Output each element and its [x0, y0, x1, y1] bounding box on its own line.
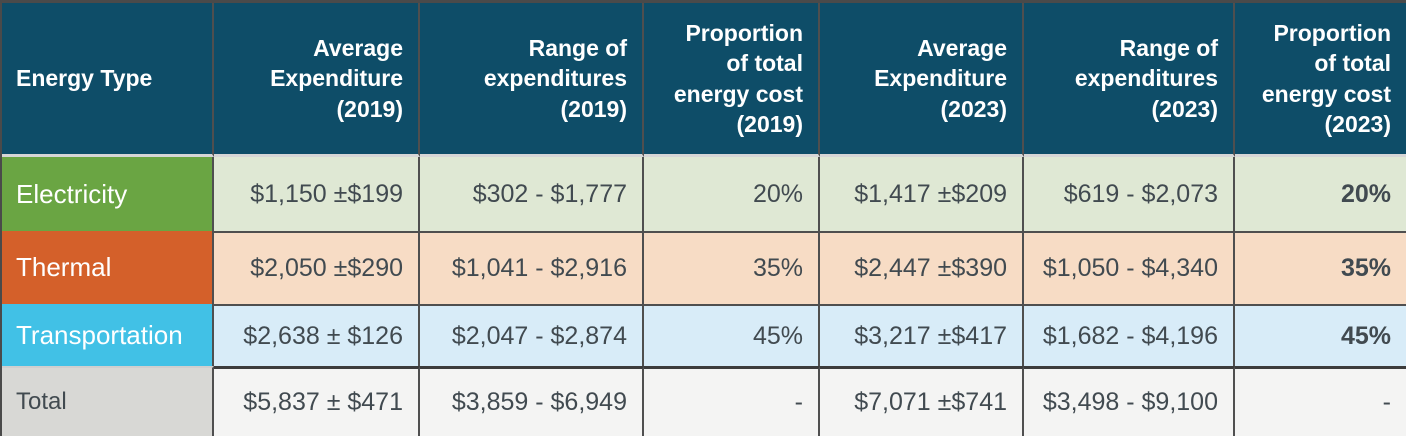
cell-transportation-range-2023: $1,682 - $4,196	[1024, 304, 1235, 366]
cell-transportation-avg-2019: $2,638 ± $126	[214, 304, 420, 366]
cell-electricity-range-2019: $302 - $1,777	[420, 157, 644, 231]
table-row-transportation: Transportation $2,638 ± $126 $2,047 - $2…	[2, 304, 1406, 366]
column-header-average-expenditure-2019: Average Expenditure (2019)	[214, 3, 420, 157]
cell-thermal-avg-2023: $2,447 ±$390	[820, 231, 1024, 304]
cell-thermal-proportion-2019: 35%	[644, 231, 820, 304]
cell-transportation-proportion-2019: 45%	[644, 304, 820, 366]
cell-total-range-2023: $3,498 - $9,100	[1024, 366, 1235, 436]
column-header-average-expenditure-2023: Average Expenditure (2023)	[820, 3, 1024, 157]
column-header-range-expenditures-2019: Range of expenditures (2019)	[420, 3, 644, 157]
cell-total-proportion-2023: -	[1235, 366, 1406, 436]
cell-total-avg-2019: $5,837 ± $471	[214, 366, 420, 436]
cell-total-avg-2023: $7,071 ±$741	[820, 366, 1024, 436]
row-label-total: Total	[2, 366, 214, 436]
cell-transportation-proportion-2023: 45%	[1235, 304, 1406, 366]
cell-electricity-range-2023: $619 - $2,073	[1024, 157, 1235, 231]
row-label-electricity: Electricity	[2, 157, 214, 231]
column-header-proportion-2019: Proportion of total energy cost (2019)	[644, 3, 820, 157]
row-label-thermal: Thermal	[2, 231, 214, 304]
column-header-proportion-2023: Proportion of total energy cost (2023)	[1235, 3, 1406, 157]
cell-thermal-range-2019: $1,041 - $2,916	[420, 231, 644, 304]
table-row-electricity: Electricity $1,150 ±$199 $302 - $1,777 2…	[2, 157, 1406, 231]
cell-electricity-avg-2019: $1,150 ±$199	[214, 157, 420, 231]
table-row-thermal: Thermal $2,050 ±$290 $1,041 - $2,916 35%…	[2, 231, 1406, 304]
cell-total-range-2019: $3,859 - $6,949	[420, 366, 644, 436]
column-header-range-expenditures-2023: Range of expenditures (2023)	[1024, 3, 1235, 157]
cell-electricity-proportion-2019: 20%	[644, 157, 820, 231]
cell-electricity-avg-2023: $1,417 ±$209	[820, 157, 1024, 231]
cell-electricity-proportion-2023: 20%	[1235, 157, 1406, 231]
cell-thermal-avg-2019: $2,050 ±$290	[214, 231, 420, 304]
table-row-total: Total $5,837 ± $471 $3,859 - $6,949 - $7…	[2, 366, 1406, 436]
column-header-energy-type: Energy Type	[2, 3, 214, 157]
cell-thermal-range-2023: $1,050 - $4,340	[1024, 231, 1235, 304]
energy-expenditure-table: Energy Type Average Expenditure (2019) R…	[0, 0, 1406, 436]
cell-thermal-proportion-2023: 35%	[1235, 231, 1406, 304]
cell-transportation-range-2019: $2,047 - $2,874	[420, 304, 644, 366]
cell-total-proportion-2019: -	[644, 366, 820, 436]
header-row: Energy Type Average Expenditure (2019) R…	[2, 3, 1406, 157]
cell-transportation-avg-2023: $3,217 ±$417	[820, 304, 1024, 366]
row-label-transportation: Transportation	[2, 304, 214, 366]
